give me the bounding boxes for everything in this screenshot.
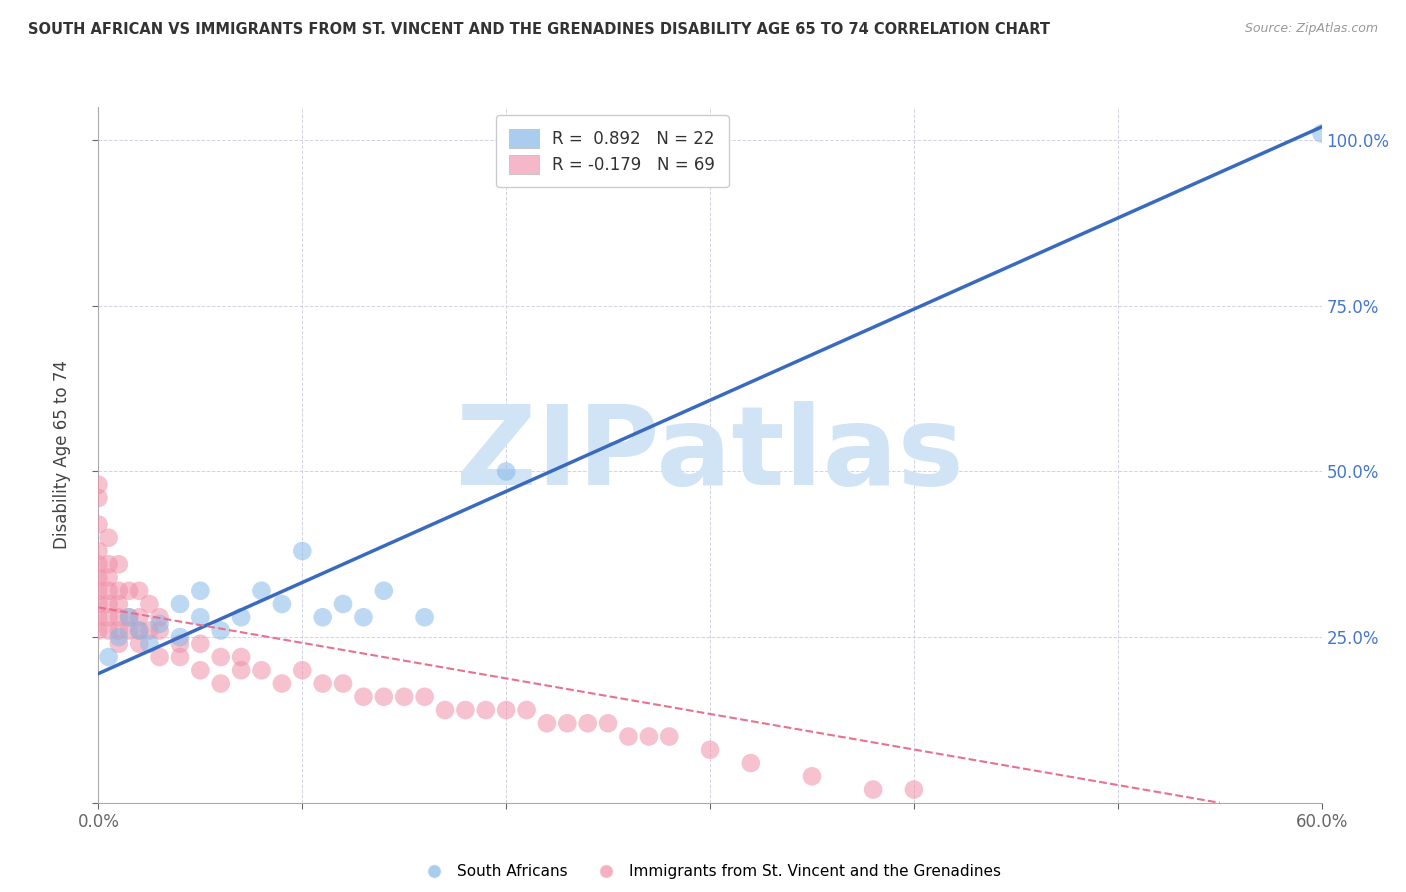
- Point: [108, 637, 131, 651]
- Y-axis label: Disability Age 65 to 74: Disability Age 65 to 74: [53, 360, 72, 549]
- Point: [209, 676, 232, 690]
- Point: [118, 610, 141, 624]
- Point: [87, 597, 110, 611]
- Point: [270, 676, 294, 690]
- Point: [87, 624, 110, 638]
- Point: [291, 544, 314, 558]
- Point: [352, 610, 374, 624]
- Point: [149, 616, 172, 631]
- Point: [87, 491, 110, 505]
- Point: [108, 610, 131, 624]
- Point: [474, 703, 498, 717]
- Point: [87, 583, 110, 598]
- Point: [1310, 127, 1333, 141]
- Point: [128, 583, 150, 598]
- Point: [454, 703, 477, 717]
- Point: [108, 624, 131, 638]
- Point: [209, 650, 232, 665]
- Point: [188, 583, 212, 598]
- Point: [332, 597, 354, 611]
- Point: [352, 690, 374, 704]
- Point: [118, 583, 141, 598]
- Point: [312, 676, 335, 690]
- Point: [118, 624, 141, 638]
- Point: [231, 610, 253, 624]
- Point: [128, 610, 150, 624]
- Point: [128, 624, 150, 638]
- Text: SOUTH AFRICAN VS IMMIGRANTS FROM ST. VINCENT AND THE GRENADINES DISABILITY AGE 6: SOUTH AFRICAN VS IMMIGRANTS FROM ST. VIN…: [28, 22, 1050, 37]
- Point: [598, 716, 620, 731]
- Point: [495, 465, 517, 479]
- Point: [516, 703, 538, 717]
- Point: [108, 558, 131, 572]
- Point: [332, 676, 354, 690]
- Point: [108, 597, 131, 611]
- Point: [87, 477, 110, 491]
- Point: [169, 597, 191, 611]
- Point: [740, 756, 762, 770]
- Text: Source: ZipAtlas.com: Source: ZipAtlas.com: [1244, 22, 1378, 36]
- Point: [434, 703, 457, 717]
- Point: [138, 597, 160, 611]
- Point: [903, 782, 925, 797]
- Point: [108, 583, 131, 598]
- Point: [270, 597, 294, 611]
- Point: [97, 531, 120, 545]
- Point: [87, 544, 110, 558]
- Point: [536, 716, 558, 731]
- Text: ZIPatlas: ZIPatlas: [456, 401, 965, 508]
- Point: [128, 624, 150, 638]
- Point: [373, 583, 395, 598]
- Point: [149, 624, 172, 638]
- Point: [231, 650, 253, 665]
- Point: [617, 730, 640, 744]
- Point: [862, 782, 884, 797]
- Point: [108, 630, 131, 644]
- Point: [557, 716, 579, 731]
- Point: [138, 624, 160, 638]
- Legend: South Africans, Immigrants from St. Vincent and the Grenadines: South Africans, Immigrants from St. Vinc…: [413, 858, 1007, 886]
- Point: [373, 690, 395, 704]
- Point: [149, 650, 172, 665]
- Point: [169, 650, 191, 665]
- Point: [87, 558, 110, 572]
- Point: [658, 730, 681, 744]
- Point: [128, 637, 150, 651]
- Point: [97, 570, 120, 584]
- Point: [291, 663, 314, 677]
- Point: [138, 637, 160, 651]
- Point: [209, 624, 232, 638]
- Point: [87, 570, 110, 584]
- Point: [188, 610, 212, 624]
- Point: [413, 690, 436, 704]
- Point: [231, 663, 253, 677]
- Point: [638, 730, 661, 744]
- Point: [250, 583, 273, 598]
- Point: [699, 743, 721, 757]
- Point: [801, 769, 824, 783]
- Point: [118, 610, 141, 624]
- Point: [392, 690, 416, 704]
- Point: [87, 610, 110, 624]
- Point: [169, 630, 191, 644]
- Point: [87, 517, 110, 532]
- Point: [495, 703, 517, 717]
- Point: [97, 558, 120, 572]
- Point: [312, 610, 335, 624]
- Point: [576, 716, 599, 731]
- Point: [97, 650, 120, 665]
- Point: [188, 637, 212, 651]
- Point: [97, 624, 120, 638]
- Point: [169, 637, 191, 651]
- Point: [97, 583, 120, 598]
- Point: [250, 663, 273, 677]
- Point: [188, 663, 212, 677]
- Point: [413, 610, 436, 624]
- Point: [149, 610, 172, 624]
- Point: [97, 597, 120, 611]
- Point: [97, 610, 120, 624]
